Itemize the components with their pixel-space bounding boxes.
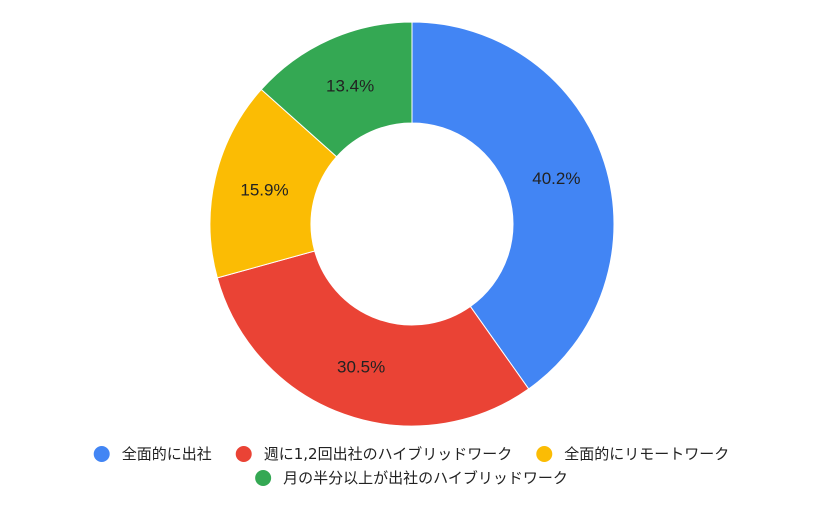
legend-marker bbox=[93, 446, 110, 462]
slice-value-label: 15.9% bbox=[240, 181, 288, 200]
donut-slice-3 bbox=[209, 88, 338, 279]
legend-label: 月の半分以上が出社のハイブリッドワーク bbox=[283, 469, 568, 487]
legend-marker bbox=[536, 446, 553, 462]
legend-label: 週に1,2回出社のハイブリッドワーク bbox=[264, 445, 513, 463]
legend-marker bbox=[255, 470, 272, 486]
legend-label: 全面的にリモートワーク bbox=[564, 445, 729, 463]
donut-slice-2 bbox=[216, 250, 530, 427]
legend-marker bbox=[235, 446, 252, 462]
slice-value-label: 30.5% bbox=[337, 358, 385, 377]
donut-slice-4 bbox=[260, 21, 413, 158]
donut-slice-1 bbox=[411, 21, 615, 390]
slice-value-labels: 40.2% 30.5% 15.9% 13.4% bbox=[240, 77, 580, 377]
slice-value-label: 40.2% bbox=[532, 169, 580, 188]
slice-value-label: 13.4% bbox=[326, 77, 374, 96]
chart-legend: 全面的に出社 週に1,2回出社のハイブリッドワーク 全面的にリモートワーク月の半分以… bbox=[93, 445, 729, 487]
donut-slices bbox=[209, 21, 615, 427]
legend-label: 全面的に出社 bbox=[122, 445, 212, 463]
